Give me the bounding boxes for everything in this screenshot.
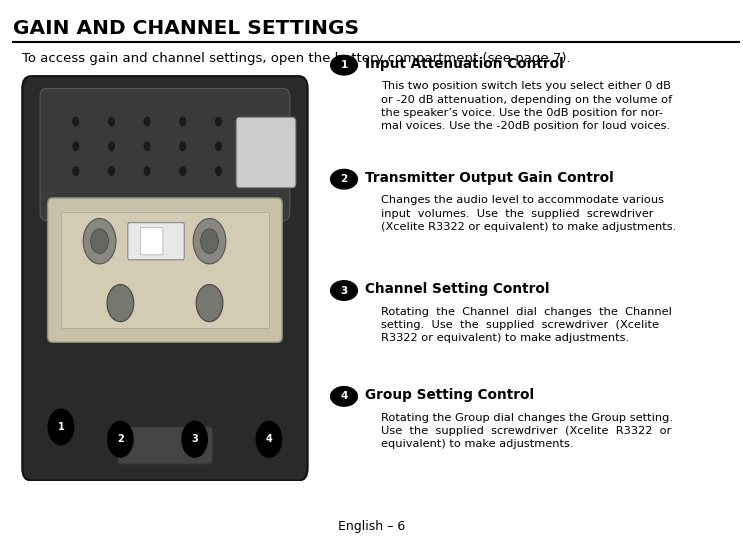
Circle shape (193, 218, 226, 264)
Circle shape (143, 117, 151, 127)
Circle shape (48, 408, 74, 445)
Circle shape (331, 169, 357, 189)
Circle shape (108, 166, 115, 176)
Circle shape (143, 166, 151, 176)
Text: Rotating  the  Channel  dial  changes  the  Channel
setting.  Use  the  supplied: Rotating the Channel dial changes the Ch… (381, 307, 672, 343)
Text: 3: 3 (191, 434, 198, 444)
Circle shape (196, 285, 223, 321)
Text: To access gain and channel settings, open the battery compartment (see page 7).: To access gain and channel settings, ope… (22, 52, 571, 65)
Circle shape (107, 285, 134, 321)
Text: English – 6: English – 6 (338, 520, 405, 533)
Text: Channel Setting Control: Channel Setting Control (365, 282, 549, 296)
Text: 1: 1 (57, 422, 65, 432)
FancyBboxPatch shape (61, 212, 269, 328)
FancyBboxPatch shape (117, 427, 212, 464)
FancyBboxPatch shape (236, 117, 296, 187)
FancyBboxPatch shape (140, 228, 163, 255)
FancyBboxPatch shape (40, 89, 290, 220)
Circle shape (107, 421, 134, 458)
Circle shape (181, 421, 208, 458)
Text: Rotating the Group dial changes the Group setting.
Use  the  supplied  screwdriv: Rotating the Group dial changes the Grou… (381, 413, 673, 449)
Text: This two position switch lets you select either 0 dB
or -20 dB attenuation, depe: This two position switch lets you select… (381, 81, 672, 131)
Circle shape (108, 117, 115, 127)
Circle shape (83, 218, 116, 264)
Text: 4: 4 (340, 392, 348, 401)
Circle shape (72, 166, 80, 176)
Text: GAIN AND CHANNEL SETTINGS: GAIN AND CHANNEL SETTINGS (13, 19, 360, 38)
Text: 1: 1 (340, 60, 348, 70)
Text: Input Attenuation Control: Input Attenuation Control (365, 56, 563, 71)
Circle shape (179, 166, 186, 176)
Circle shape (72, 117, 80, 127)
Text: Transmitter Output Gain Control: Transmitter Output Gain Control (365, 171, 614, 185)
Text: 2: 2 (340, 174, 348, 184)
Text: Changes the audio level to accommodate various
input  volumes.  Use  the  suppli: Changes the audio level to accommodate v… (381, 195, 676, 232)
Circle shape (215, 117, 222, 127)
Circle shape (331, 281, 357, 300)
Circle shape (108, 141, 115, 151)
FancyBboxPatch shape (22, 76, 308, 481)
Circle shape (91, 229, 108, 254)
Circle shape (331, 55, 357, 75)
Circle shape (256, 421, 282, 458)
Text: 3: 3 (340, 286, 348, 295)
Circle shape (179, 141, 186, 151)
Text: 4: 4 (265, 434, 273, 444)
Circle shape (331, 387, 357, 406)
FancyBboxPatch shape (128, 223, 184, 260)
Circle shape (215, 166, 222, 176)
Circle shape (179, 117, 186, 127)
Text: 2: 2 (117, 434, 124, 444)
FancyBboxPatch shape (48, 198, 282, 342)
Circle shape (143, 141, 151, 151)
Circle shape (215, 141, 222, 151)
Circle shape (201, 229, 218, 254)
Circle shape (72, 141, 80, 151)
Text: Group Setting Control: Group Setting Control (365, 388, 534, 402)
